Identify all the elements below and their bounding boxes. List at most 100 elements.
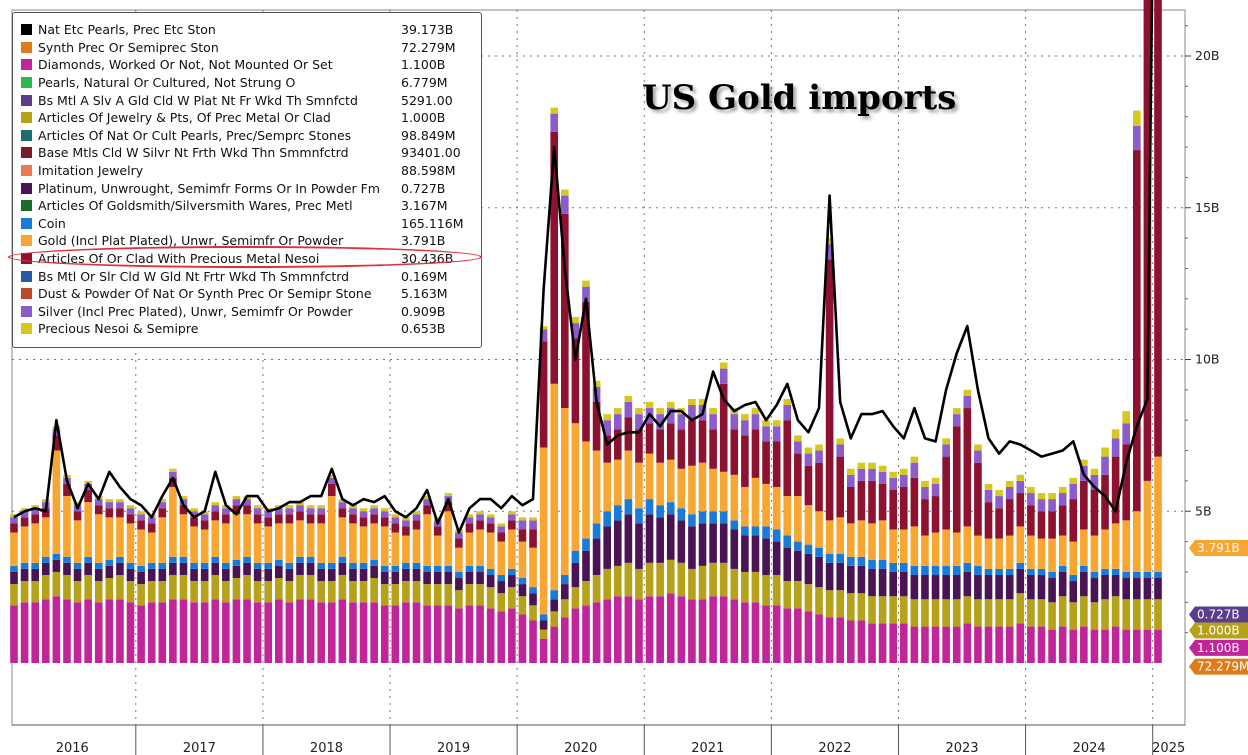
bar-segment (137, 584, 145, 606)
bar-segment (921, 480, 929, 487)
bar-segment (497, 581, 506, 594)
bar-segment (1122, 411, 1131, 424)
bar-segment (677, 520, 686, 563)
value-tag-bg (1189, 622, 1248, 639)
value-tag-text: 0.727B (1197, 607, 1240, 621)
bar-segment (762, 420, 770, 427)
bar-segment (211, 502, 220, 506)
bar-segment (169, 556, 177, 563)
bar-segment (963, 623, 972, 663)
value-tag-bg (1189, 639, 1248, 656)
bar-segment (338, 574, 347, 600)
bar-segment (317, 514, 325, 524)
bar-segment (52, 596, 61, 663)
bar-segment (370, 514, 378, 524)
bar-segment (751, 535, 760, 572)
bar-segment (719, 596, 728, 663)
bar-segment (232, 514, 241, 560)
bar-segment (94, 602, 103, 663)
bar-segment (211, 599, 220, 663)
legend-label: Nat Etc Pearls, Prec Etc Ston (38, 22, 216, 38)
bar-segment (349, 505, 357, 509)
bar-segment (529, 587, 537, 594)
bar-segment (762, 426, 770, 442)
bar-segment (571, 608, 580, 663)
bar-segment (275, 559, 283, 566)
bar-segment (836, 456, 845, 518)
bar-segment (1143, 629, 1152, 663)
bar-segment (857, 462, 866, 469)
bar-segment (73, 581, 82, 603)
bar-segment (73, 502, 82, 506)
bar-segment (1027, 626, 1035, 663)
bar-segment (296, 511, 304, 521)
bar-segment (338, 599, 347, 663)
bar-segment (550, 626, 559, 663)
bar-segment (402, 602, 410, 663)
bar-segment (179, 556, 188, 563)
bar-segment (836, 590, 845, 618)
bar-segment (253, 562, 262, 569)
bar-segment (497, 523, 506, 527)
bar-segment (772, 529, 781, 542)
bar-segment (529, 593, 537, 606)
bar-segment (645, 453, 654, 500)
bar-segment (582, 286, 590, 302)
bar-segment (423, 605, 431, 663)
legend-item: Gold (Incl Plat Plated), Unwr, Semimfr O… (21, 232, 471, 250)
bar-segment (931, 626, 940, 663)
bar-segment (1111, 429, 1120, 439)
legend-label: Coin (38, 215, 66, 231)
bar-segment (41, 574, 50, 600)
bar-segment (338, 556, 347, 563)
legend-swatch (21, 59, 32, 71)
bar-segment (412, 568, 421, 582)
bar-segment (1016, 568, 1025, 594)
bar-segment (868, 623, 876, 663)
legend-item: Synth Prec Or Semiprec Ston 72.279M (21, 39, 471, 57)
bar-segment (592, 523, 601, 539)
bar-segment (359, 526, 368, 563)
legend-label: Articles Of Goldsmith/Silversmith Wares,… (38, 198, 353, 214)
bar-segment (264, 511, 273, 518)
bar-segment (444, 584, 453, 606)
bar-segment (63, 574, 71, 600)
bar-segment (52, 553, 61, 560)
bar-segment (105, 559, 114, 566)
bar-segment (391, 565, 400, 572)
bar-segment (380, 511, 389, 518)
bar-segment (741, 435, 749, 487)
bar-segment (380, 517, 389, 527)
bar-segment (635, 408, 643, 415)
bar-segment (306, 508, 315, 515)
bar-segment (1133, 125, 1141, 151)
bar-segment (656, 562, 664, 597)
bar-segment (200, 529, 209, 563)
bar-segment (1048, 499, 1056, 512)
bar-segment (486, 517, 495, 524)
bar-segment (719, 383, 728, 472)
x-year-label: 2019 (437, 741, 470, 755)
bar-segment (603, 462, 611, 512)
bar-segment (783, 496, 792, 536)
bar-segment (222, 562, 230, 569)
bar-segment (402, 520, 410, 527)
bar-segment (518, 520, 527, 530)
bar-segment (327, 562, 336, 569)
bar-segment (222, 581, 230, 603)
bar-segment (211, 505, 220, 512)
y-tick-label: 15B (1195, 200, 1219, 215)
bar-segment (497, 611, 506, 663)
bar-segment (603, 420, 611, 436)
bar-segment (836, 517, 845, 554)
value-tag-bg (1189, 539, 1248, 556)
bar-segment (497, 593, 506, 612)
bar-segment (719, 562, 728, 597)
bar-segment (762, 483, 770, 527)
bar-segment (179, 574, 188, 600)
bar-segment (1090, 474, 1099, 491)
bar-segment (1037, 511, 1046, 539)
bar-segment (963, 596, 972, 624)
bar-segment (84, 574, 92, 600)
bar-segment (444, 502, 453, 512)
